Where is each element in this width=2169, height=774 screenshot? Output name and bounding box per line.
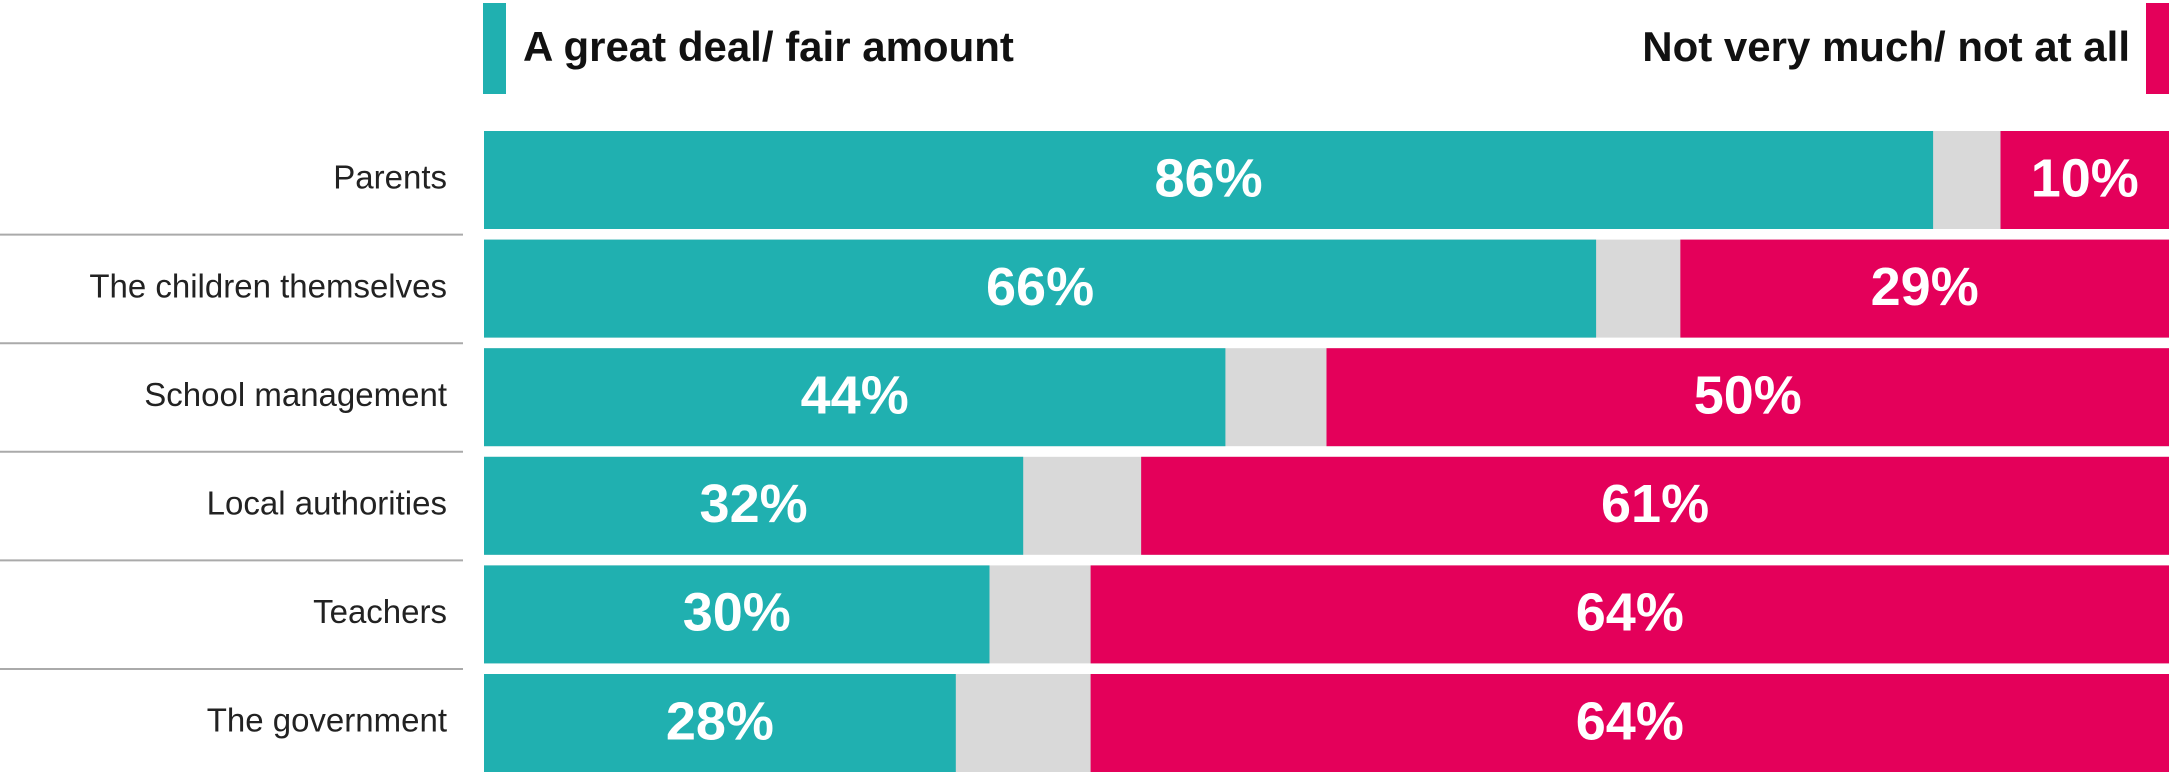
category-label: Teachers xyxy=(313,593,447,630)
category-label: Local authorities xyxy=(207,485,447,522)
category-label: The government xyxy=(207,702,447,739)
value-label: 32% xyxy=(700,474,808,534)
bar xyxy=(484,131,1934,229)
bar xyxy=(1090,674,2169,772)
value-label: 10% xyxy=(2031,148,2139,208)
bar xyxy=(1141,456,2169,555)
value-label: 50% xyxy=(1694,365,1802,425)
bar xyxy=(484,674,956,772)
bar xyxy=(1090,565,2169,664)
legend-swatch xyxy=(483,3,506,94)
value-label: 86% xyxy=(1155,148,1263,208)
bar xyxy=(1326,348,2169,447)
value-label: 30% xyxy=(683,583,791,643)
bar xyxy=(2000,131,2169,229)
legend-label: Not very much/ not at all xyxy=(1642,23,2130,70)
value-label: 66% xyxy=(986,257,1094,317)
bar xyxy=(484,456,1024,555)
bar xyxy=(484,565,990,664)
value-label: 44% xyxy=(801,365,909,425)
category-label: School management xyxy=(144,376,447,413)
value-label: 64% xyxy=(1576,583,1684,643)
legend-label: A great deal/ fair amount xyxy=(523,23,1014,70)
bar xyxy=(484,348,1226,447)
category-label: Parents xyxy=(333,159,447,196)
value-label: 64% xyxy=(1576,691,1684,751)
bar xyxy=(1680,239,2169,338)
value-label: 61% xyxy=(1601,474,1709,534)
value-label: 29% xyxy=(1871,257,1979,317)
bar xyxy=(484,239,1597,338)
category-label: The children themselves xyxy=(89,267,447,304)
value-label: 28% xyxy=(666,691,774,751)
legend-swatch xyxy=(2146,3,2169,94)
